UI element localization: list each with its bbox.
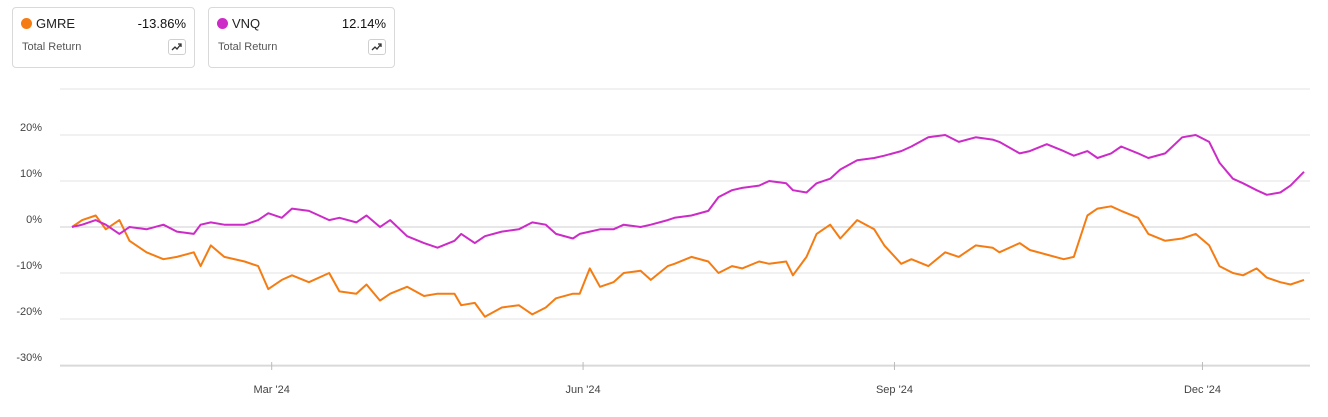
gridlines xyxy=(60,88,1310,367)
legend-value: 12.14% xyxy=(341,16,386,31)
y-axis-ticks: 20% 10% 0% -10% -20% -30% xyxy=(16,122,42,364)
series-line-vnq xyxy=(71,134,1305,249)
legend-label: Total Return xyxy=(218,41,278,53)
x-tick-label: Mar '24 xyxy=(254,384,290,396)
x-tick-label: Sep '24 xyxy=(876,384,913,396)
legend-card-vnq[interactable]: VNQ 12.14% Total Return xyxy=(208,7,395,68)
x-tick-label: Dec '24 xyxy=(1184,384,1221,396)
trend-chart-icon[interactable] xyxy=(368,39,386,55)
series-lines xyxy=(71,134,1305,318)
y-tick-label: 20% xyxy=(20,122,42,134)
trend-chart-icon[interactable] xyxy=(168,39,186,55)
y-tick-label: -20% xyxy=(16,306,42,318)
legend-card-gmre[interactable]: GMRE -13.86% Total Return xyxy=(12,7,195,68)
y-tick-label: 0% xyxy=(26,214,42,226)
series-line-gmre xyxy=(71,205,1305,318)
x-axis-ticks: Mar '24 Jun '24 Sep '24 Dec '24 xyxy=(254,362,1221,396)
y-tick-label: 10% xyxy=(20,168,42,180)
legend-ticker: GMRE xyxy=(36,16,75,31)
series-color-dot xyxy=(217,18,228,29)
y-tick-label: -10% xyxy=(16,260,42,272)
legend-label: Total Return xyxy=(22,41,82,53)
y-tick-label: -30% xyxy=(16,352,42,364)
legend-ticker: VNQ xyxy=(232,16,261,31)
legend-value: -13.86% xyxy=(137,16,186,31)
x-tick-label: Jun '24 xyxy=(566,384,601,396)
series-color-dot xyxy=(21,18,32,29)
